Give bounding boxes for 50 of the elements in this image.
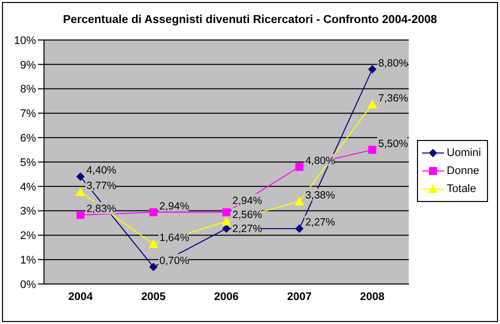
y-tick-label: 2% xyxy=(20,230,36,242)
point xyxy=(148,239,158,248)
x-tick-label: 2004 xyxy=(68,290,94,303)
point xyxy=(76,172,84,181)
data-label: 2,27% xyxy=(232,222,262,235)
data-label: 8,80% xyxy=(378,57,408,70)
y-tick-label: 4% xyxy=(20,181,36,194)
point xyxy=(368,100,377,108)
point xyxy=(368,65,376,74)
legend-label: Donne xyxy=(446,165,480,177)
x-tick-label: 2006 xyxy=(214,290,239,303)
data-label: 2,56% xyxy=(232,208,262,221)
point xyxy=(294,197,304,206)
y-tick-label: 3% xyxy=(20,206,36,218)
chart-title: Percentuale di Assegnisti divenuti Ricercatori - Confronto 2004-2008 xyxy=(62,14,438,26)
point xyxy=(149,208,158,216)
y-tick-label: 6% xyxy=(20,132,36,145)
data-label: 5,50% xyxy=(378,138,408,150)
point xyxy=(222,217,231,226)
point xyxy=(295,162,304,171)
data-label: 2,94% xyxy=(159,200,190,212)
data-label: 3,77% xyxy=(86,180,116,192)
x-tick-label: 2008 xyxy=(360,290,385,303)
legend-label: Totale xyxy=(446,183,476,195)
y-tick-label: 10% xyxy=(14,34,36,47)
data-label: 4,80% xyxy=(305,154,336,167)
point xyxy=(368,146,376,154)
data-label: 7,36% xyxy=(378,92,408,104)
y-tick-label: 9% xyxy=(20,59,36,72)
y-tick-label: 1% xyxy=(20,254,36,267)
point xyxy=(76,210,84,219)
data-label: 2,83% xyxy=(86,202,116,215)
point xyxy=(295,224,304,233)
data-label: 0,70% xyxy=(159,254,190,267)
point xyxy=(149,262,158,271)
y-tick-label: 8% xyxy=(20,84,36,96)
data-label: 2,94% xyxy=(232,194,262,207)
data-label: 1,64% xyxy=(159,232,190,244)
point xyxy=(76,188,85,196)
data-label: 2,27% xyxy=(305,216,336,229)
legend-label: Uomini xyxy=(446,147,481,159)
data-label: 4,40% xyxy=(86,164,116,177)
data-label: 3,38% xyxy=(305,190,336,202)
x-tick-label: 2007 xyxy=(287,290,312,303)
x-tick-label: 2005 xyxy=(141,290,166,303)
y-tick-label: 5% xyxy=(20,156,36,169)
point xyxy=(222,224,230,233)
point xyxy=(222,208,230,216)
y-tick-label: 0% xyxy=(20,278,36,291)
y-tick-label: 7% xyxy=(20,108,36,120)
